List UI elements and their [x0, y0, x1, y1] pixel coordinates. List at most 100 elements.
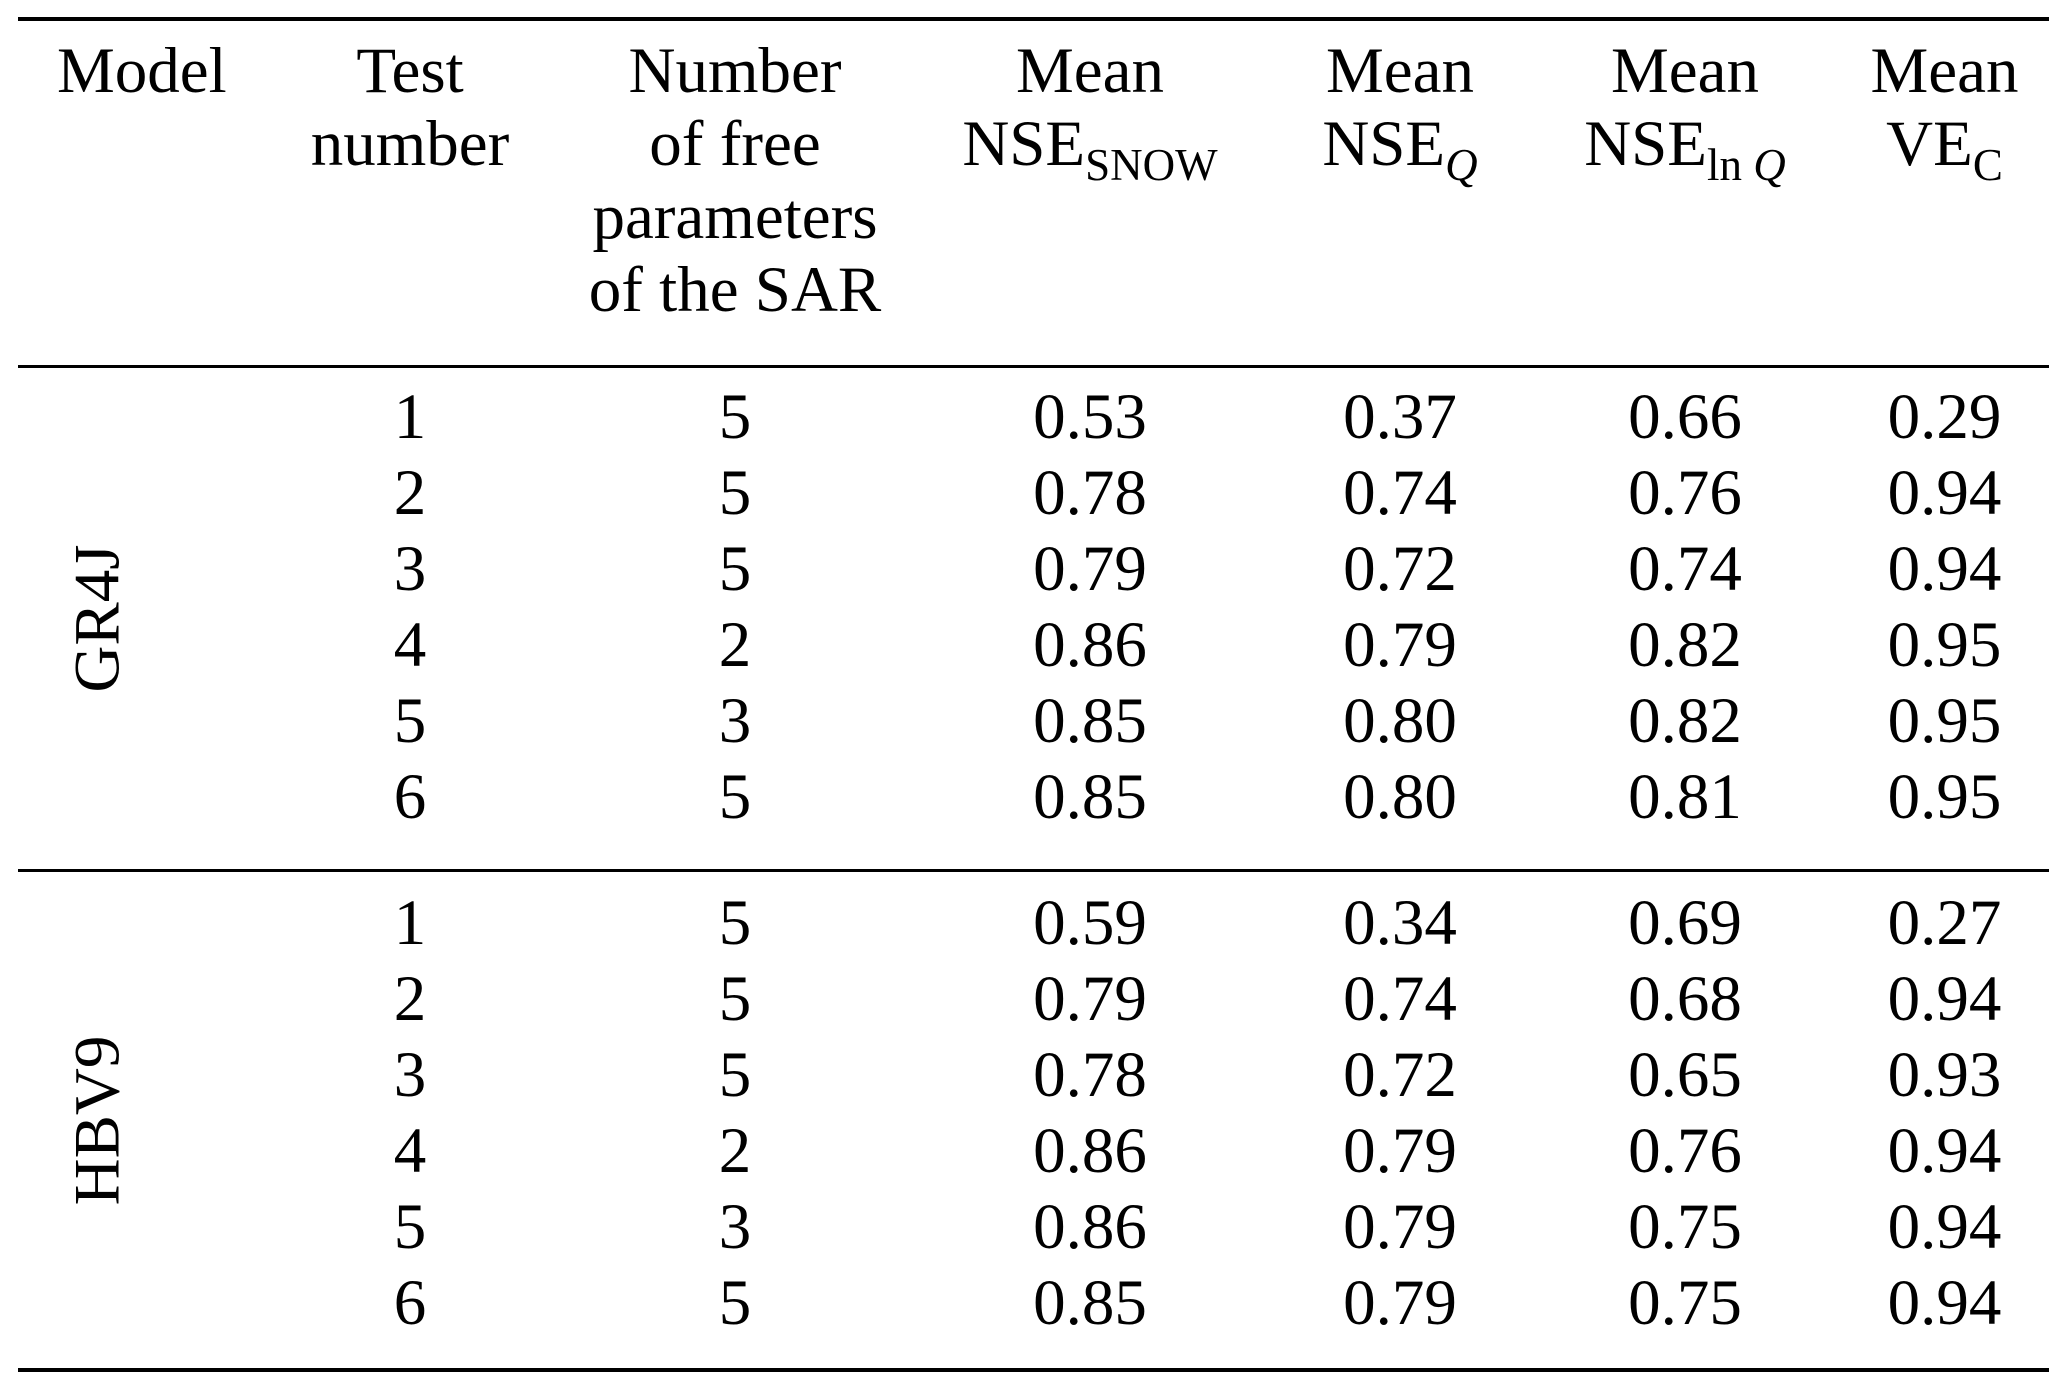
nse-lnq-cell: 0.69 [1628, 886, 1742, 959]
params-cell: 2 [718, 1114, 752, 1187]
nse-q-cell: 0.74 [1343, 962, 1457, 1035]
params-cell: 3 [718, 684, 752, 757]
header-model: Model [18, 35, 260, 365]
section-hbv9-rows: 1 5 0.59 0.34 0.69 0.27 2 5 0.79 0.74 0.… [260, 885, 2049, 1341]
ve-c-base: VE [1886, 108, 1973, 180]
nse-snow-base: NSE [962, 108, 1086, 180]
params-cell: 5 [718, 962, 752, 1035]
ve-c-subscript: C [1972, 140, 2003, 190]
params-cell: 5 [718, 380, 752, 453]
ve-c-cell: 0.94 [1887, 1114, 2002, 1187]
nse-q-cell: 0.72 [1343, 1038, 1457, 1111]
nse-lnq-cell: 0.82 [1628, 684, 1742, 757]
header-test-number: Test number [310, 35, 510, 180]
nse-lnq-cell: 0.81 [1628, 760, 1742, 833]
nse-snow-cell: 0.86 [1033, 1190, 1147, 1263]
section-gr4j-rows: 1 5 0.53 0.37 0.66 0.29 2 5 0.78 0.74 0.… [260, 379, 2049, 835]
nse-lnq-cell: 0.66 [1628, 380, 1742, 453]
test-number-cell: 6 [393, 760, 427, 833]
nse-snow-cell: 0.85 [1033, 760, 1147, 833]
nse-snow-cell: 0.86 [1033, 1114, 1147, 1187]
nse-q-cell: 0.80 [1343, 684, 1457, 757]
ve-c-cell: 0.29 [1887, 380, 2002, 453]
ve-c-cell: 0.95 [1887, 608, 2002, 681]
model-label-hbv9: HBV9 [61, 1035, 134, 1205]
nse-q-base: NSE [1322, 108, 1446, 180]
nse-lnq-cell: 0.65 [1628, 1038, 1742, 1111]
ve-c-cell: 0.27 [1887, 886, 2002, 959]
params-cell: 5 [718, 532, 752, 605]
nse-lnq-subscript: ln Q [1707, 140, 1786, 190]
table-row: 2 5 0.79 0.74 0.68 0.94 [260, 961, 2049, 1037]
table-row: 1 5 0.59 0.34 0.69 0.27 [260, 885, 2049, 961]
nse-lnq-cell: 0.76 [1628, 456, 1742, 529]
nse-snow-cell: 0.85 [1033, 684, 1147, 757]
nse-lnq-cell: 0.74 [1628, 532, 1742, 605]
table-row: 3 5 0.79 0.72 0.74 0.94 [260, 531, 2049, 607]
ve-c-cell: 0.94 [1887, 456, 2002, 529]
section-gr4j: GR4J 1 5 0.53 0.37 0.66 0.29 2 5 0.78 0.… [18, 368, 2049, 869]
table-bottom-rule [18, 1368, 2049, 1372]
test-number-cell: 6 [393, 1266, 427, 1339]
nse-snow-cell: 0.78 [1033, 456, 1147, 529]
nse-q-cell: 0.72 [1343, 532, 1457, 605]
test-number-cell: 4 [393, 608, 427, 681]
table-row: 5 3 0.85 0.80 0.82 0.95 [260, 683, 2049, 759]
test-number-cell: 4 [393, 1114, 427, 1187]
test-number-cell: 1 [393, 886, 427, 959]
test-number-cell: 2 [393, 456, 427, 529]
ve-c-cell: 0.95 [1887, 760, 2002, 833]
ve-c-cell: 0.94 [1887, 1190, 2002, 1263]
test-number-cell: 1 [393, 380, 427, 453]
test-number-cell: 5 [393, 684, 427, 757]
nse-q-cell: 0.37 [1343, 380, 1457, 453]
table-top-rule [18, 17, 2049, 21]
ve-c-cell: 0.94 [1887, 532, 2002, 605]
nse-q-cell: 0.74 [1343, 456, 1457, 529]
nse-q-cell: 0.79 [1343, 1114, 1457, 1187]
nse-snow-cell: 0.85 [1033, 1266, 1147, 1339]
header-mean-nse-lnq: Mean NSEln Q [1584, 35, 1786, 190]
table-row: 6 5 0.85 0.80 0.81 0.95 [260, 759, 2049, 835]
nse-q-cell: 0.79 [1343, 1190, 1457, 1263]
nse-lnq-cell: 0.75 [1628, 1190, 1742, 1263]
header-mean-nse-q: Mean NSEQ [1322, 35, 1478, 190]
nse-lnq-base: NSE [1584, 108, 1708, 180]
nse-q-cell: 0.79 [1343, 1266, 1457, 1339]
params-cell: 3 [718, 1190, 752, 1263]
nse-q-cell: 0.79 [1343, 608, 1457, 681]
nse-snow-cell: 0.79 [1033, 962, 1147, 1035]
nse-snow-cell: 0.86 [1033, 608, 1147, 681]
section-hbv9: HBV9 1 5 0.59 0.34 0.69 0.27 2 5 0.79 0.… [18, 872, 2049, 1368]
table-row: 1 5 0.53 0.37 0.66 0.29 [260, 379, 2049, 455]
nse-snow-cell: 0.59 [1033, 886, 1147, 959]
header-mean-ve-c: Mean VEC [1870, 35, 2019, 190]
table-row: 2 5 0.78 0.74 0.76 0.94 [260, 455, 2049, 531]
nse-lnq-cell: 0.82 [1628, 608, 1742, 681]
params-cell: 2 [718, 608, 752, 681]
nse-snow-cell: 0.78 [1033, 1038, 1147, 1111]
nse-lnq-cell: 0.76 [1628, 1114, 1742, 1187]
ve-c-cell: 0.94 [1887, 962, 2002, 1035]
test-number-cell: 3 [393, 532, 427, 605]
params-cell: 5 [718, 760, 752, 833]
params-cell: 5 [718, 456, 752, 529]
nse-lnq-cell: 0.68 [1628, 962, 1742, 1035]
nse-snow-cell: 0.53 [1033, 380, 1147, 453]
nse-lnq-cell: 0.75 [1628, 1266, 1742, 1339]
params-cell: 5 [718, 1038, 752, 1111]
model-label-gr4j: GR4J [61, 544, 134, 693]
params-cell: 5 [718, 1266, 752, 1339]
ve-c-cell: 0.95 [1887, 684, 2002, 757]
table-header: Model Test number Number of free paramet… [18, 21, 2049, 365]
nse-q-subscript: Q [1445, 140, 1478, 190]
header-free-parameters: Number of free parameters of the SAR [588, 35, 882, 326]
test-number-cell: 3 [393, 1038, 427, 1111]
nse-q-cell: 0.34 [1343, 886, 1457, 959]
section-separator-rule [18, 869, 2049, 872]
table-row: 3 5 0.78 0.72 0.65 0.93 [260, 1037, 2049, 1113]
header-mean-nse-snow: Mean NSESNOW [962, 35, 1218, 190]
table-row: 5 3 0.86 0.79 0.75 0.94 [260, 1189, 2049, 1265]
ve-c-cell: 0.93 [1887, 1038, 2002, 1111]
